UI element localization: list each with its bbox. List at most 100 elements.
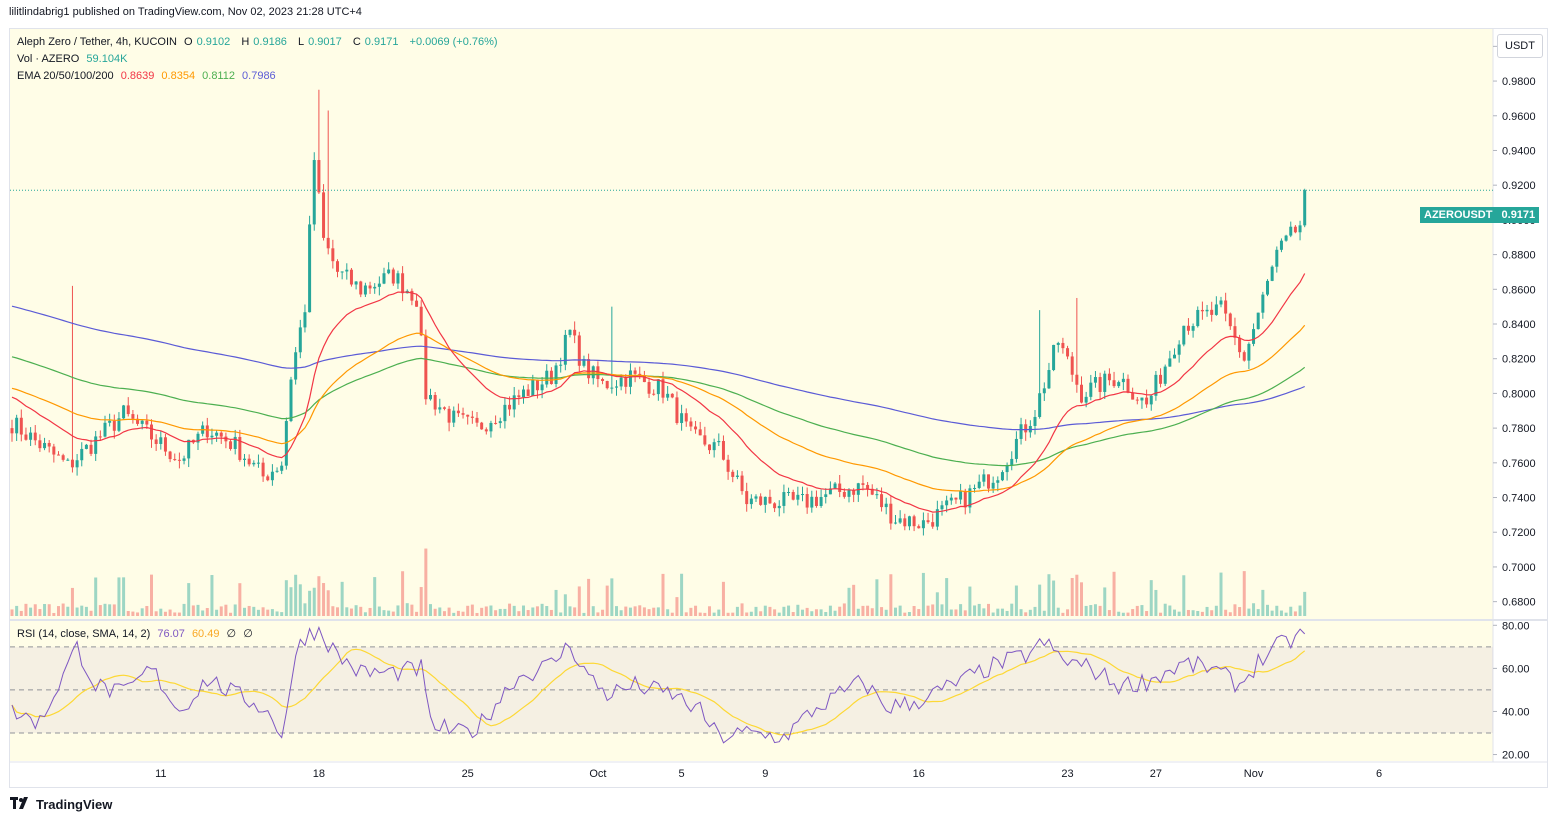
ema200-value: 0.7986 (242, 70, 276, 82)
candle-body (1238, 337, 1242, 353)
ema20-value: 0.8639 (120, 70, 155, 82)
volume-bar (1182, 575, 1186, 616)
candle-body (429, 394, 432, 400)
ohlc-high: H 0.9186 (241, 36, 287, 48)
candle-body (1014, 438, 1018, 459)
volume-bar (238, 583, 242, 616)
volume-bar (670, 612, 674, 616)
volume-bar (991, 612, 995, 616)
volume-bar (1089, 605, 1093, 616)
candle-body (810, 496, 814, 508)
volume-bar (312, 587, 316, 616)
candle-body (656, 379, 660, 395)
candle-body (1224, 300, 1228, 314)
volume-bar (1168, 605, 1172, 616)
volume-bar (196, 604, 200, 616)
price-tick-label: 0.7800 (1502, 423, 1536, 435)
candle-body (573, 329, 577, 336)
time-tick-label: Oct (589, 768, 606, 780)
volume-bar (694, 605, 698, 616)
candle-body (633, 370, 637, 374)
candle-body (605, 381, 609, 389)
candle-body (675, 397, 679, 424)
volume-bar (1191, 610, 1195, 616)
candle-body (987, 474, 990, 489)
volume-bar (1024, 612, 1028, 616)
time-axis[interactable]: 11 18 25 Oct 5 9 16 23 27 Nov 6 (155, 768, 1382, 780)
volume-bar (415, 611, 419, 616)
candle-body (880, 494, 884, 508)
candle-body (349, 269, 353, 285)
price-tick-label: 0.9600 (1502, 111, 1536, 123)
volume-bar (377, 606, 381, 616)
volume-bar (684, 612, 688, 616)
candle-body (1005, 464, 1009, 473)
volume-bar (940, 604, 944, 616)
candle-body (98, 436, 102, 438)
candle-body (1270, 266, 1274, 281)
candle-body (694, 426, 698, 430)
volume-bar (363, 612, 367, 616)
ohlc-open: O 0.9102 (184, 36, 231, 48)
volume-bars (10, 548, 1307, 616)
volume-bar (1042, 610, 1046, 616)
volume-bar (615, 606, 618, 616)
volume-bar (461, 611, 465, 616)
symbol-description[interactable]: Aleph Zero / Tether, 4h, KUCOIN (17, 36, 177, 48)
ema-label[interactable]: EMA 20/50/100/200 (17, 70, 114, 82)
volume-bar (642, 607, 646, 616)
candle-body (703, 435, 707, 445)
candle-body (363, 285, 367, 295)
rsi-extra-2: ∅ (243, 628, 253, 640)
price-axis[interactable]: 1.00000.98000.96000.94000.92000.90000.88… (1493, 41, 1536, 609)
volume-bar (782, 606, 786, 616)
candle-body (1149, 395, 1153, 405)
volume-bar (456, 610, 460, 616)
candle-body (1228, 313, 1232, 327)
volume-bar (1052, 580, 1056, 616)
candle-body (903, 518, 907, 527)
volume-bar (596, 612, 600, 616)
volume-bar (387, 610, 391, 616)
volume-label[interactable]: Vol · AZERO (17, 53, 80, 65)
candle-body (1117, 382, 1121, 387)
volume-bar (429, 604, 432, 616)
volume-bar (224, 604, 228, 616)
ohlc-change: +0.0069 (+0.76%) (409, 36, 498, 48)
candle-body (368, 285, 372, 289)
volume-bar (480, 607, 484, 616)
price-tick-label: 0.8200 (1502, 354, 1536, 366)
volume-bar (191, 605, 195, 616)
volume-bar (145, 605, 149, 616)
volume-bar (1173, 609, 1176, 616)
candle-body (322, 192, 326, 238)
volume-bar (540, 603, 544, 616)
price-tick-label: 0.6800 (1502, 597, 1536, 609)
candle-body (1168, 358, 1172, 367)
volume-bar (512, 605, 516, 616)
candle-body (894, 522, 897, 524)
candle-body (1252, 329, 1256, 344)
candle-body (689, 421, 693, 427)
volume-bar (726, 612, 730, 616)
price-tick-label: 0.9400 (1502, 145, 1536, 157)
candle-body (1242, 352, 1246, 361)
tradingview-logo-icon (10, 797, 32, 812)
candle-body (1010, 458, 1014, 465)
volume-bar (1163, 603, 1167, 616)
rsi-label[interactable]: RSI (14, close, SMA, 14, 2) (17, 628, 151, 640)
footer-brand[interactable]: TradingView (10, 797, 112, 812)
candle-body (791, 492, 795, 500)
candle-body (108, 420, 112, 423)
volume-bar (1289, 606, 1293, 616)
volume-bar (652, 607, 656, 616)
volume-bar (875, 579, 879, 616)
candle-body (145, 420, 149, 425)
candle-body (270, 471, 274, 481)
currency-button[interactable]: USDT (1497, 34, 1543, 58)
rsi-axis[interactable]: 80.00 60.00 40.00 20.00 (1493, 620, 1530, 762)
volume-bar (298, 584, 302, 616)
candle-body (982, 474, 986, 482)
volume-bar (731, 612, 735, 616)
